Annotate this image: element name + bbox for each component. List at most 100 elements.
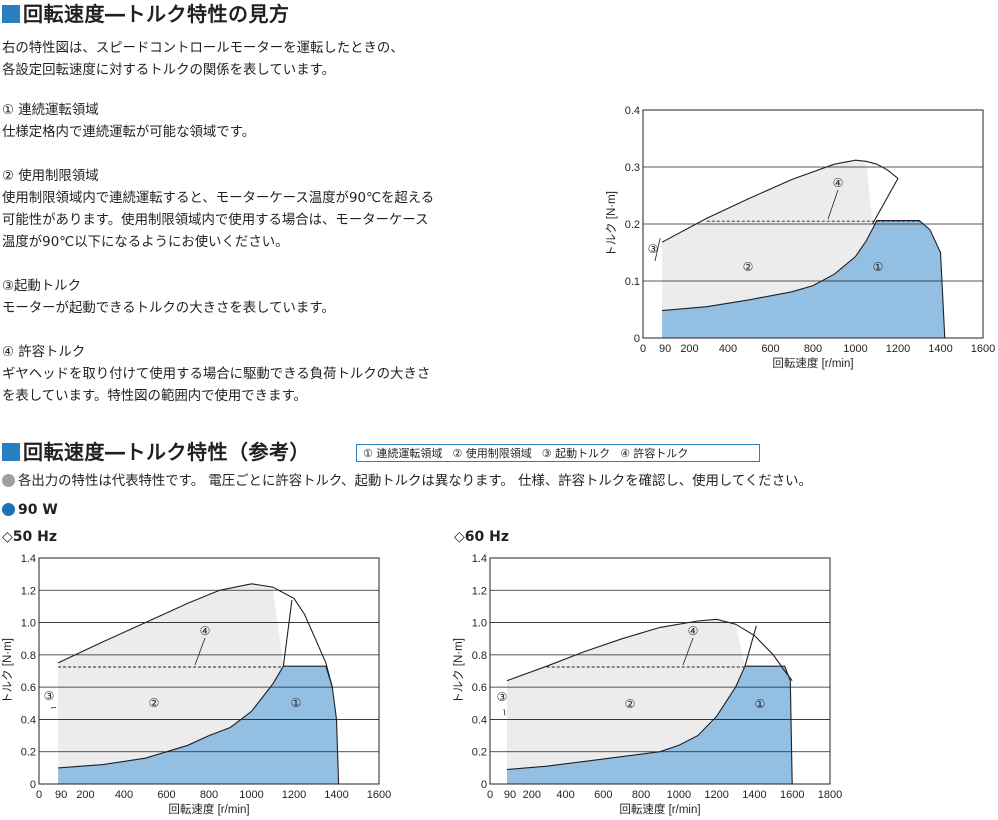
gray-dot-icon [2,474,15,487]
permissible-leader-line [827,189,839,220]
starting-leader-line [50,706,57,709]
plot-frame [38,557,380,785]
x-tick-label: 0 [640,343,646,355]
starting-leader-line [654,238,661,262]
x-tick-label: 90 [55,789,67,801]
permissible-leader-line [682,637,694,666]
region-label-permissible: ④ [833,176,844,190]
item-heading: ④ 許容トルク [2,345,86,360]
region-label-starting: ③ [44,689,55,703]
continuous-region [662,220,945,338]
x-tick-label: 1200 [886,343,910,355]
continuous-boundary-line [506,665,793,785]
y-tick-label: 0.4 [21,714,36,726]
x-tick-label: 400 [556,789,574,801]
section2-title: 回転速度―トルク特性（参考） [2,440,310,464]
x-tick-label: 0 [487,789,493,801]
intersect-line [282,599,293,667]
x-tick-label: 1600 [367,789,391,801]
y-tick-label: 1.0 [472,618,487,630]
region-label-continuous: ① [291,696,302,710]
x-axis-label: 回転速度 [r/min] [168,802,249,816]
y-tick-label: 1.2 [21,585,36,597]
x-tick-label: 400 [115,789,133,801]
item-continuous: ① 連続運転領域 仕様定格内で連続運転が可能な領域です。 [2,100,255,144]
region-label-limited: ② [743,260,754,274]
y-tick-label: 0.6 [472,682,487,694]
y-tick-label: 0.2 [472,747,487,759]
plot-frame [489,557,831,785]
note-line: 各出力の特性は代表特性です。 電圧ごとに許容トルク、起動トルクは異なります。 仕… [2,472,812,492]
x-tick-label: 1200 [704,789,728,801]
y-tick-label: 0 [481,779,487,791]
y-tick-label: 1.0 [21,618,36,630]
x-tick-label: 1000 [843,343,867,355]
blue-dot-icon [2,503,15,516]
y-tick-label: 1.2 [472,585,487,597]
region-label-limited: ② [625,697,636,711]
region-label-starting: ③ [648,242,659,256]
limited-region [662,160,873,311]
example-chart: 0 0.1 0.2 0.3 0.4 0 90 200 400 600 800 1000 1200 1400… [605,105,995,370]
x-tick-label: 200 [76,789,94,801]
title-square-icon [2,5,20,23]
region-label-continuous: ① [755,697,766,711]
x-tick-label: 600 [157,789,175,801]
continuous-region [58,666,339,784]
continuous-region [507,666,793,784]
y-tick-label: 0.3 [625,162,640,174]
plot-frame [642,109,984,339]
y-axis-label: トルク [N·m] [605,191,618,257]
y-tick-label: 0.8 [21,650,36,662]
power-label: 90 W [2,500,58,520]
item-permissible: ④ 許容トルク ギヤヘッドを取り付けて使用する場合に駆動できる負荷トルクの大きさ… [2,342,430,408]
item-heading: ③起動トルク [2,279,81,294]
x-axis-label: 回転速度 [r/min] [772,356,853,370]
x-tick-label: 0 [36,789,42,801]
region-label-continuous: ① [873,260,884,274]
x-tick-label: 1000 [239,789,263,801]
intersect-line [744,625,757,667]
max-torque-line [661,159,899,243]
region-label-limited: ② [149,696,160,710]
intersect-line [872,178,899,225]
x-tick-label: 1400 [742,789,766,801]
y-tick-label: 0.8 [472,650,487,662]
x-tick-label: 1400 [928,343,952,355]
x-axis-label: 回転速度 [r/min] [619,802,700,816]
x-tick-label: 1200 [282,789,306,801]
x-tick-label: 600 [761,343,779,355]
item-starting: ③起動トルク モーターが起動できるトルクの大きさを表しています。 [2,276,335,320]
y-axis-label: トルク [N·m] [452,638,465,704]
y-tick-label: 0 [30,779,36,791]
legend-item: ④ 許容トルク [620,447,689,460]
x-tick-label: 1600 [971,343,995,355]
x-tick-label: 1800 [818,789,842,801]
x-tick-label: 90 [504,789,516,801]
intro-text: 右の特性図は、スピードコントロールモーターを運転したときの、 各設定回転速度に対… [2,41,404,78]
region-label-permissible: ④ [200,624,211,638]
x-tick-label: 600 [594,789,612,801]
item-limited: ② 使用制限領域 使用制限領域内で連続運転すると、モーターケース温度が90℃を超… [2,166,434,254]
y-tick-label: 0 [634,333,640,345]
x-tick-label: 1600 [780,789,804,801]
y-tick-label: 1.4 [472,553,487,565]
x-tick-label: 90 [659,343,671,355]
x-tick-label: 1400 [324,789,348,801]
x-tick-label: 800 [632,789,650,801]
y-tick-label: 1.4 [21,553,36,565]
item-heading: ② 使用制限領域 [2,169,99,184]
x-tick-label: 800 [804,343,822,355]
y-tick-label: 0.4 [625,105,640,117]
y-axis-label: トルク [N·m] [1,638,14,704]
y-tick-label: 0.2 [625,219,640,231]
legend-box: ① 連続運転領域 ② 使用制限領域 ③ 起動トルク ④ 許容トルク [356,444,760,462]
permissible-leader-line [194,637,206,666]
limited-region [58,583,284,768]
legend-item: ① 連続運転領域 [363,447,443,460]
y-tick-label: 0.2 [21,747,36,759]
x-tick-label: 800 [200,789,218,801]
section1-title: 回転速度―トルク特性の見方 [2,2,290,26]
max-torque-line [506,618,793,682]
continuous-boundary-line [662,220,946,339]
